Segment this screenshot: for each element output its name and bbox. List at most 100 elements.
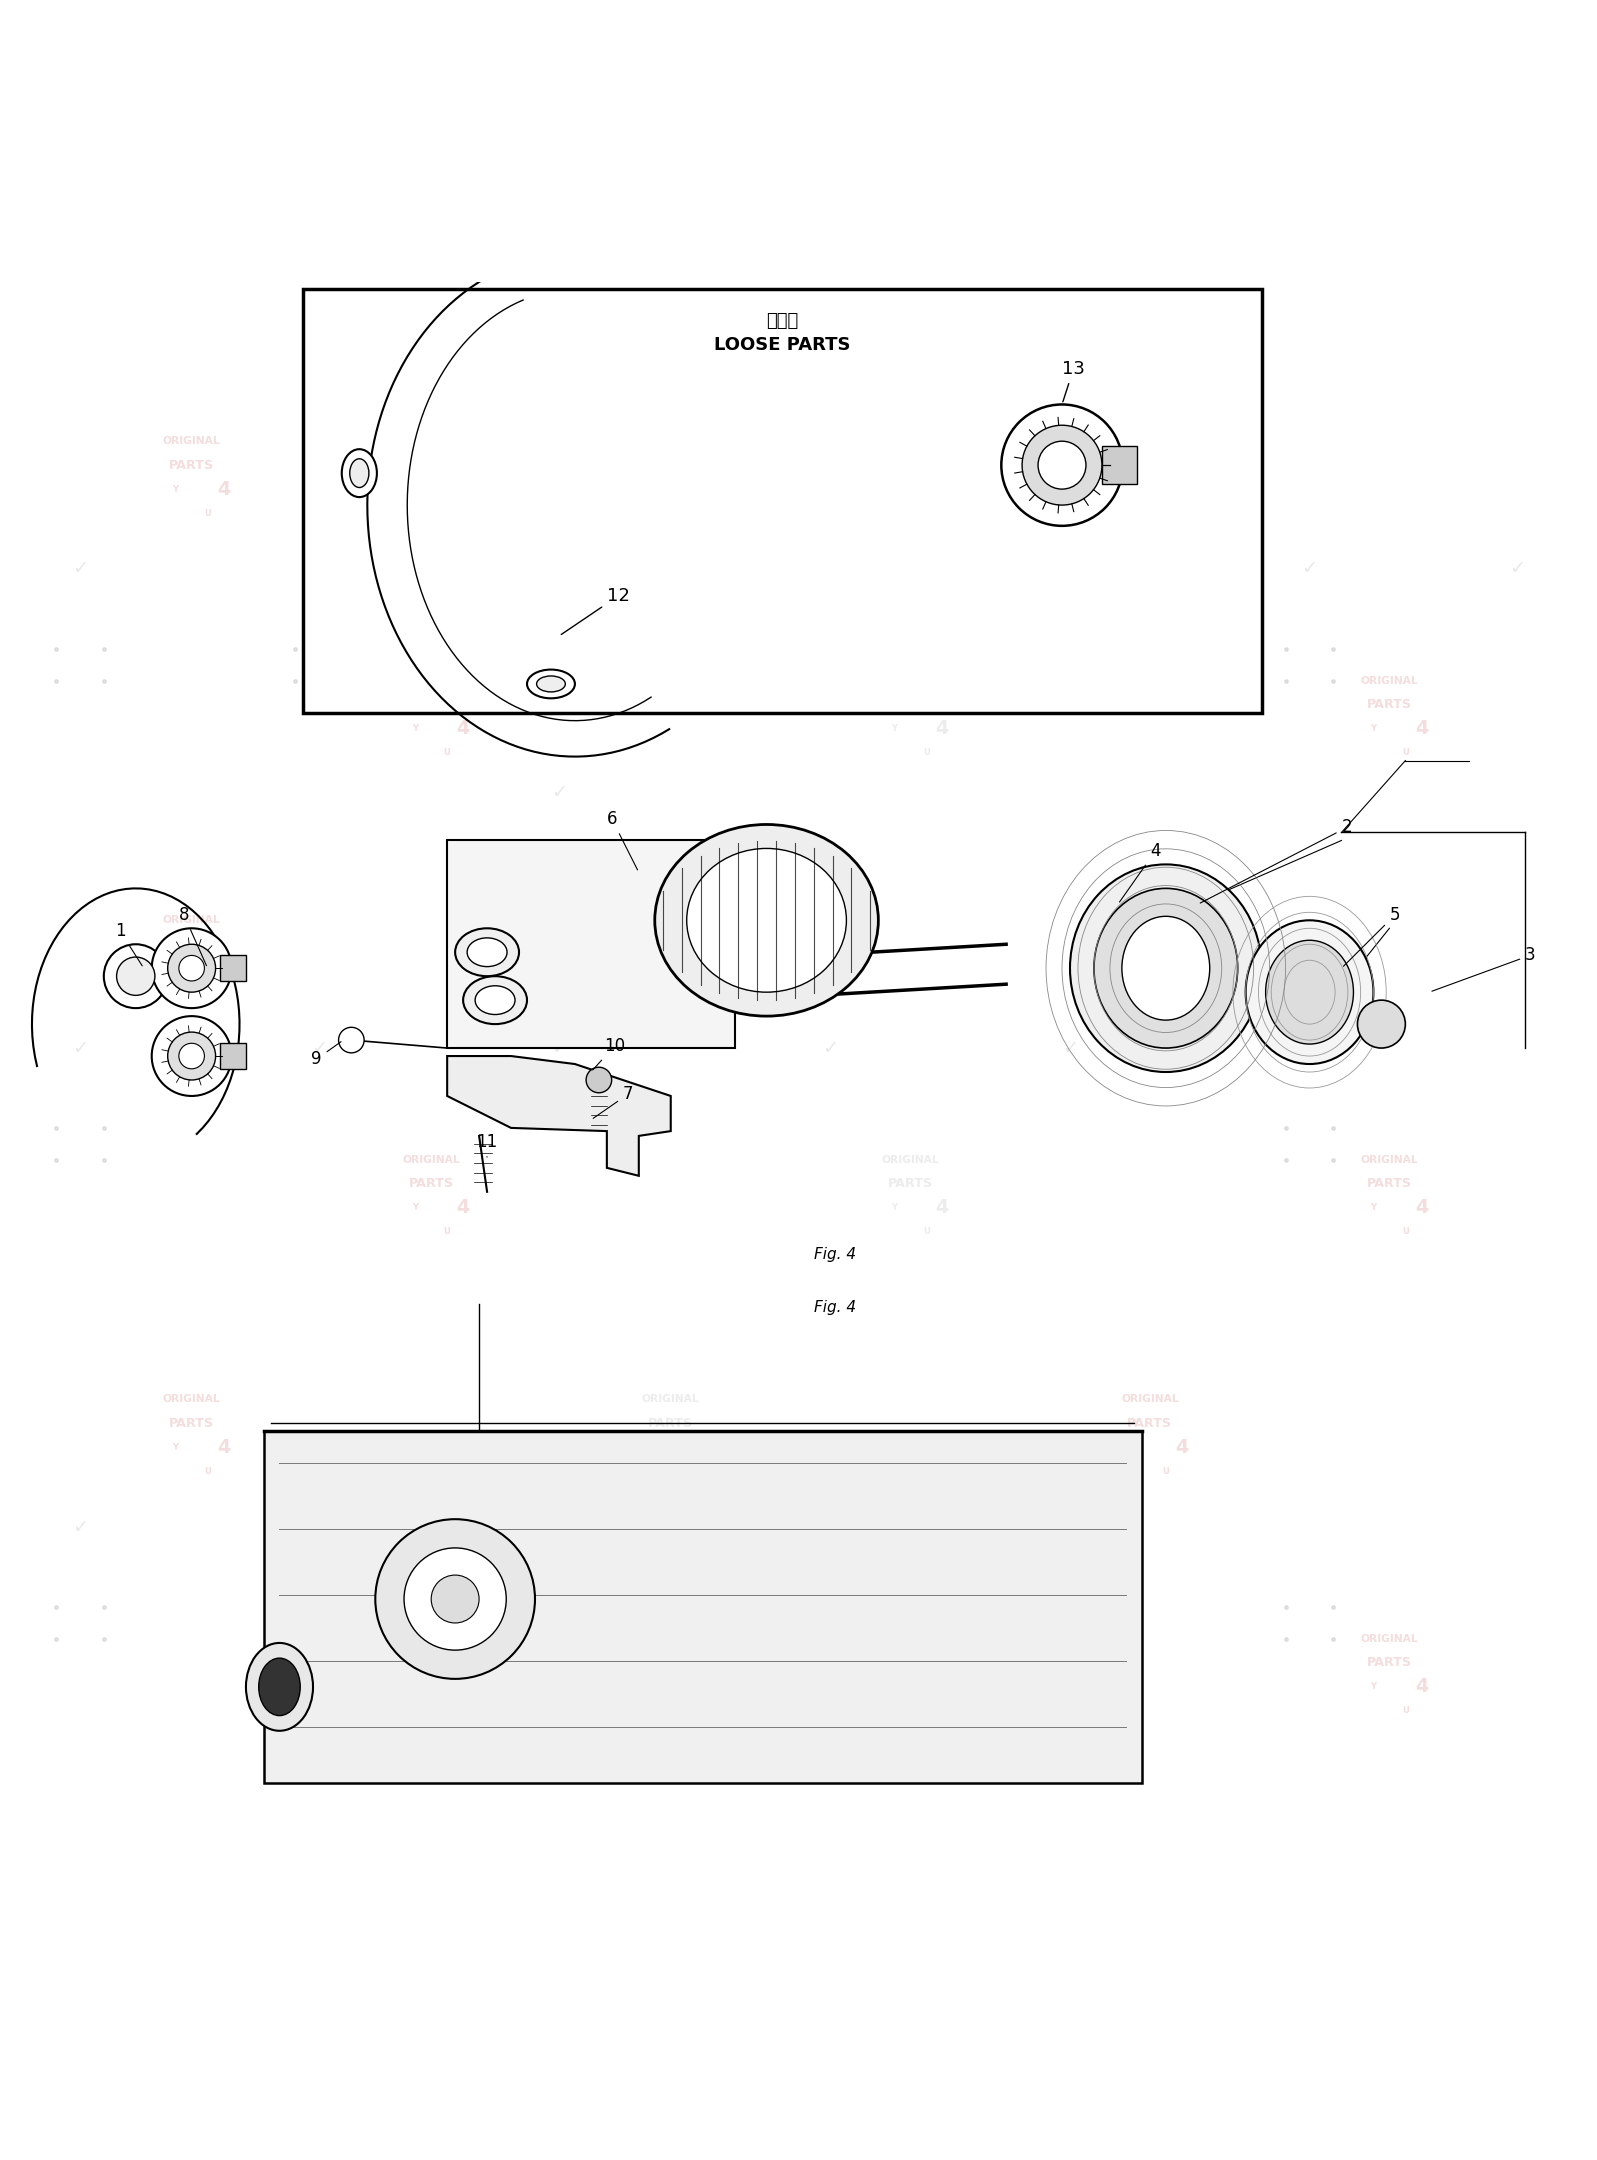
Text: 13: 13 <box>1062 361 1084 402</box>
Text: 9: 9 <box>311 1041 342 1067</box>
Text: ✓: ✓ <box>311 1518 327 1536</box>
Text: ORIGINAL: ORIGINAL <box>882 1633 939 1644</box>
Text: ORIGINAL: ORIGINAL <box>1361 1156 1418 1164</box>
Text: PARTS: PARTS <box>1127 937 1172 950</box>
Text: ORIGINAL: ORIGINAL <box>1361 676 1418 685</box>
Text: ORIGINAL: ORIGINAL <box>402 1633 460 1644</box>
Text: ORIGINAL: ORIGINAL <box>402 1156 460 1164</box>
Text: ORIGINAL: ORIGINAL <box>882 1156 939 1164</box>
Text: ✓: ✓ <box>72 1518 88 1536</box>
Text: ORIGINAL: ORIGINAL <box>642 916 699 924</box>
Text: ORIGINAL: ORIGINAL <box>163 436 220 447</box>
Text: Y: Y <box>1131 1443 1137 1452</box>
Ellipse shape <box>1094 888 1238 1048</box>
Text: Y: Y <box>412 1683 418 1691</box>
Text: ✓: ✓ <box>1062 1039 1078 1058</box>
Text: Y: Y <box>412 1203 418 1212</box>
Text: U: U <box>1402 1706 1409 1715</box>
Circle shape <box>179 955 204 981</box>
Text: ✓: ✓ <box>551 1039 567 1058</box>
Text: 1: 1 <box>115 922 142 966</box>
Circle shape <box>1001 404 1123 525</box>
Circle shape <box>168 1032 216 1080</box>
Circle shape <box>1357 1000 1405 1048</box>
Text: U: U <box>1402 747 1409 758</box>
Text: PARTS: PARTS <box>648 1417 693 1430</box>
Text: PARTS: PARTS <box>169 937 214 950</box>
Text: ✓: ✓ <box>72 559 88 579</box>
Text: 7: 7 <box>592 1084 634 1119</box>
Text: 4: 4 <box>217 959 230 978</box>
Text: U: U <box>204 508 211 518</box>
Text: U: U <box>1163 987 1169 996</box>
Text: Fig. 4: Fig. 4 <box>814 1246 856 1261</box>
Text: 4: 4 <box>936 1678 949 1696</box>
Text: 4: 4 <box>1175 1439 1188 1456</box>
Text: 4: 4 <box>1415 719 1428 739</box>
Text: Y: Y <box>891 724 898 732</box>
Text: PARTS: PARTS <box>409 698 454 711</box>
Text: ORIGINAL: ORIGINAL <box>1121 1395 1179 1404</box>
Text: 2: 2 <box>1201 819 1353 903</box>
Text: PARTS: PARTS <box>1367 698 1412 711</box>
Circle shape <box>168 944 216 991</box>
Circle shape <box>431 1575 479 1622</box>
Text: 同梱品: 同梱品 <box>767 313 798 330</box>
Text: ✓: ✓ <box>1062 559 1078 579</box>
Text: ORIGINAL: ORIGINAL <box>1361 1633 1418 1644</box>
Text: Y: Y <box>1370 1203 1377 1212</box>
Text: 4: 4 <box>1415 1199 1428 1218</box>
Text: Y: Y <box>1131 484 1137 495</box>
FancyBboxPatch shape <box>303 289 1262 713</box>
Text: PARTS: PARTS <box>1367 1657 1412 1670</box>
Text: PARTS: PARTS <box>409 1657 454 1670</box>
Text: Y: Y <box>172 963 179 972</box>
Text: Y: Y <box>172 484 179 495</box>
Polygon shape <box>447 1056 671 1175</box>
FancyBboxPatch shape <box>264 1432 1142 1782</box>
Text: U: U <box>444 747 450 758</box>
Text: PARTS: PARTS <box>169 1417 214 1430</box>
Ellipse shape <box>537 676 565 691</box>
Text: ✓: ✓ <box>1302 559 1318 579</box>
Text: ORIGINAL: ORIGINAL <box>642 436 699 447</box>
Text: Y: Y <box>652 484 658 495</box>
Circle shape <box>1038 441 1086 488</box>
Text: PARTS: PARTS <box>648 458 693 471</box>
Ellipse shape <box>1070 864 1262 1071</box>
Text: 4: 4 <box>457 719 470 739</box>
Text: 4: 4 <box>217 480 230 499</box>
Text: U: U <box>204 987 211 996</box>
Circle shape <box>404 1549 506 1650</box>
Text: 12: 12 <box>561 588 629 635</box>
Text: PARTS: PARTS <box>888 1177 933 1190</box>
Text: U: U <box>1402 1227 1409 1236</box>
Ellipse shape <box>342 449 377 497</box>
Text: ✓: ✓ <box>551 1518 567 1536</box>
Text: 4: 4 <box>696 959 709 978</box>
Text: ORIGINAL: ORIGINAL <box>163 916 220 924</box>
Ellipse shape <box>1121 916 1211 1020</box>
FancyBboxPatch shape <box>1102 445 1137 484</box>
Ellipse shape <box>259 1659 300 1715</box>
FancyBboxPatch shape <box>447 840 735 1048</box>
Text: 4: 4 <box>1415 1678 1428 1696</box>
Circle shape <box>586 1067 612 1093</box>
Text: PARTS: PARTS <box>1127 458 1172 471</box>
Text: Y: Y <box>891 1203 898 1212</box>
Text: ORIGINAL: ORIGINAL <box>642 1395 699 1404</box>
Ellipse shape <box>476 985 514 1015</box>
Text: 4: 4 <box>1175 959 1188 978</box>
Text: ✓: ✓ <box>822 1518 838 1536</box>
Text: 4: 4 <box>1119 842 1161 903</box>
Ellipse shape <box>350 458 369 488</box>
Text: U: U <box>1163 508 1169 518</box>
Text: 4: 4 <box>696 480 709 499</box>
Text: U: U <box>684 987 690 996</box>
Circle shape <box>339 1028 364 1052</box>
Text: U: U <box>684 1467 690 1475</box>
Text: ORIGINAL: ORIGINAL <box>402 676 460 685</box>
Ellipse shape <box>455 929 519 976</box>
Text: ORIGINAL: ORIGINAL <box>882 676 939 685</box>
Text: 4: 4 <box>936 719 949 739</box>
